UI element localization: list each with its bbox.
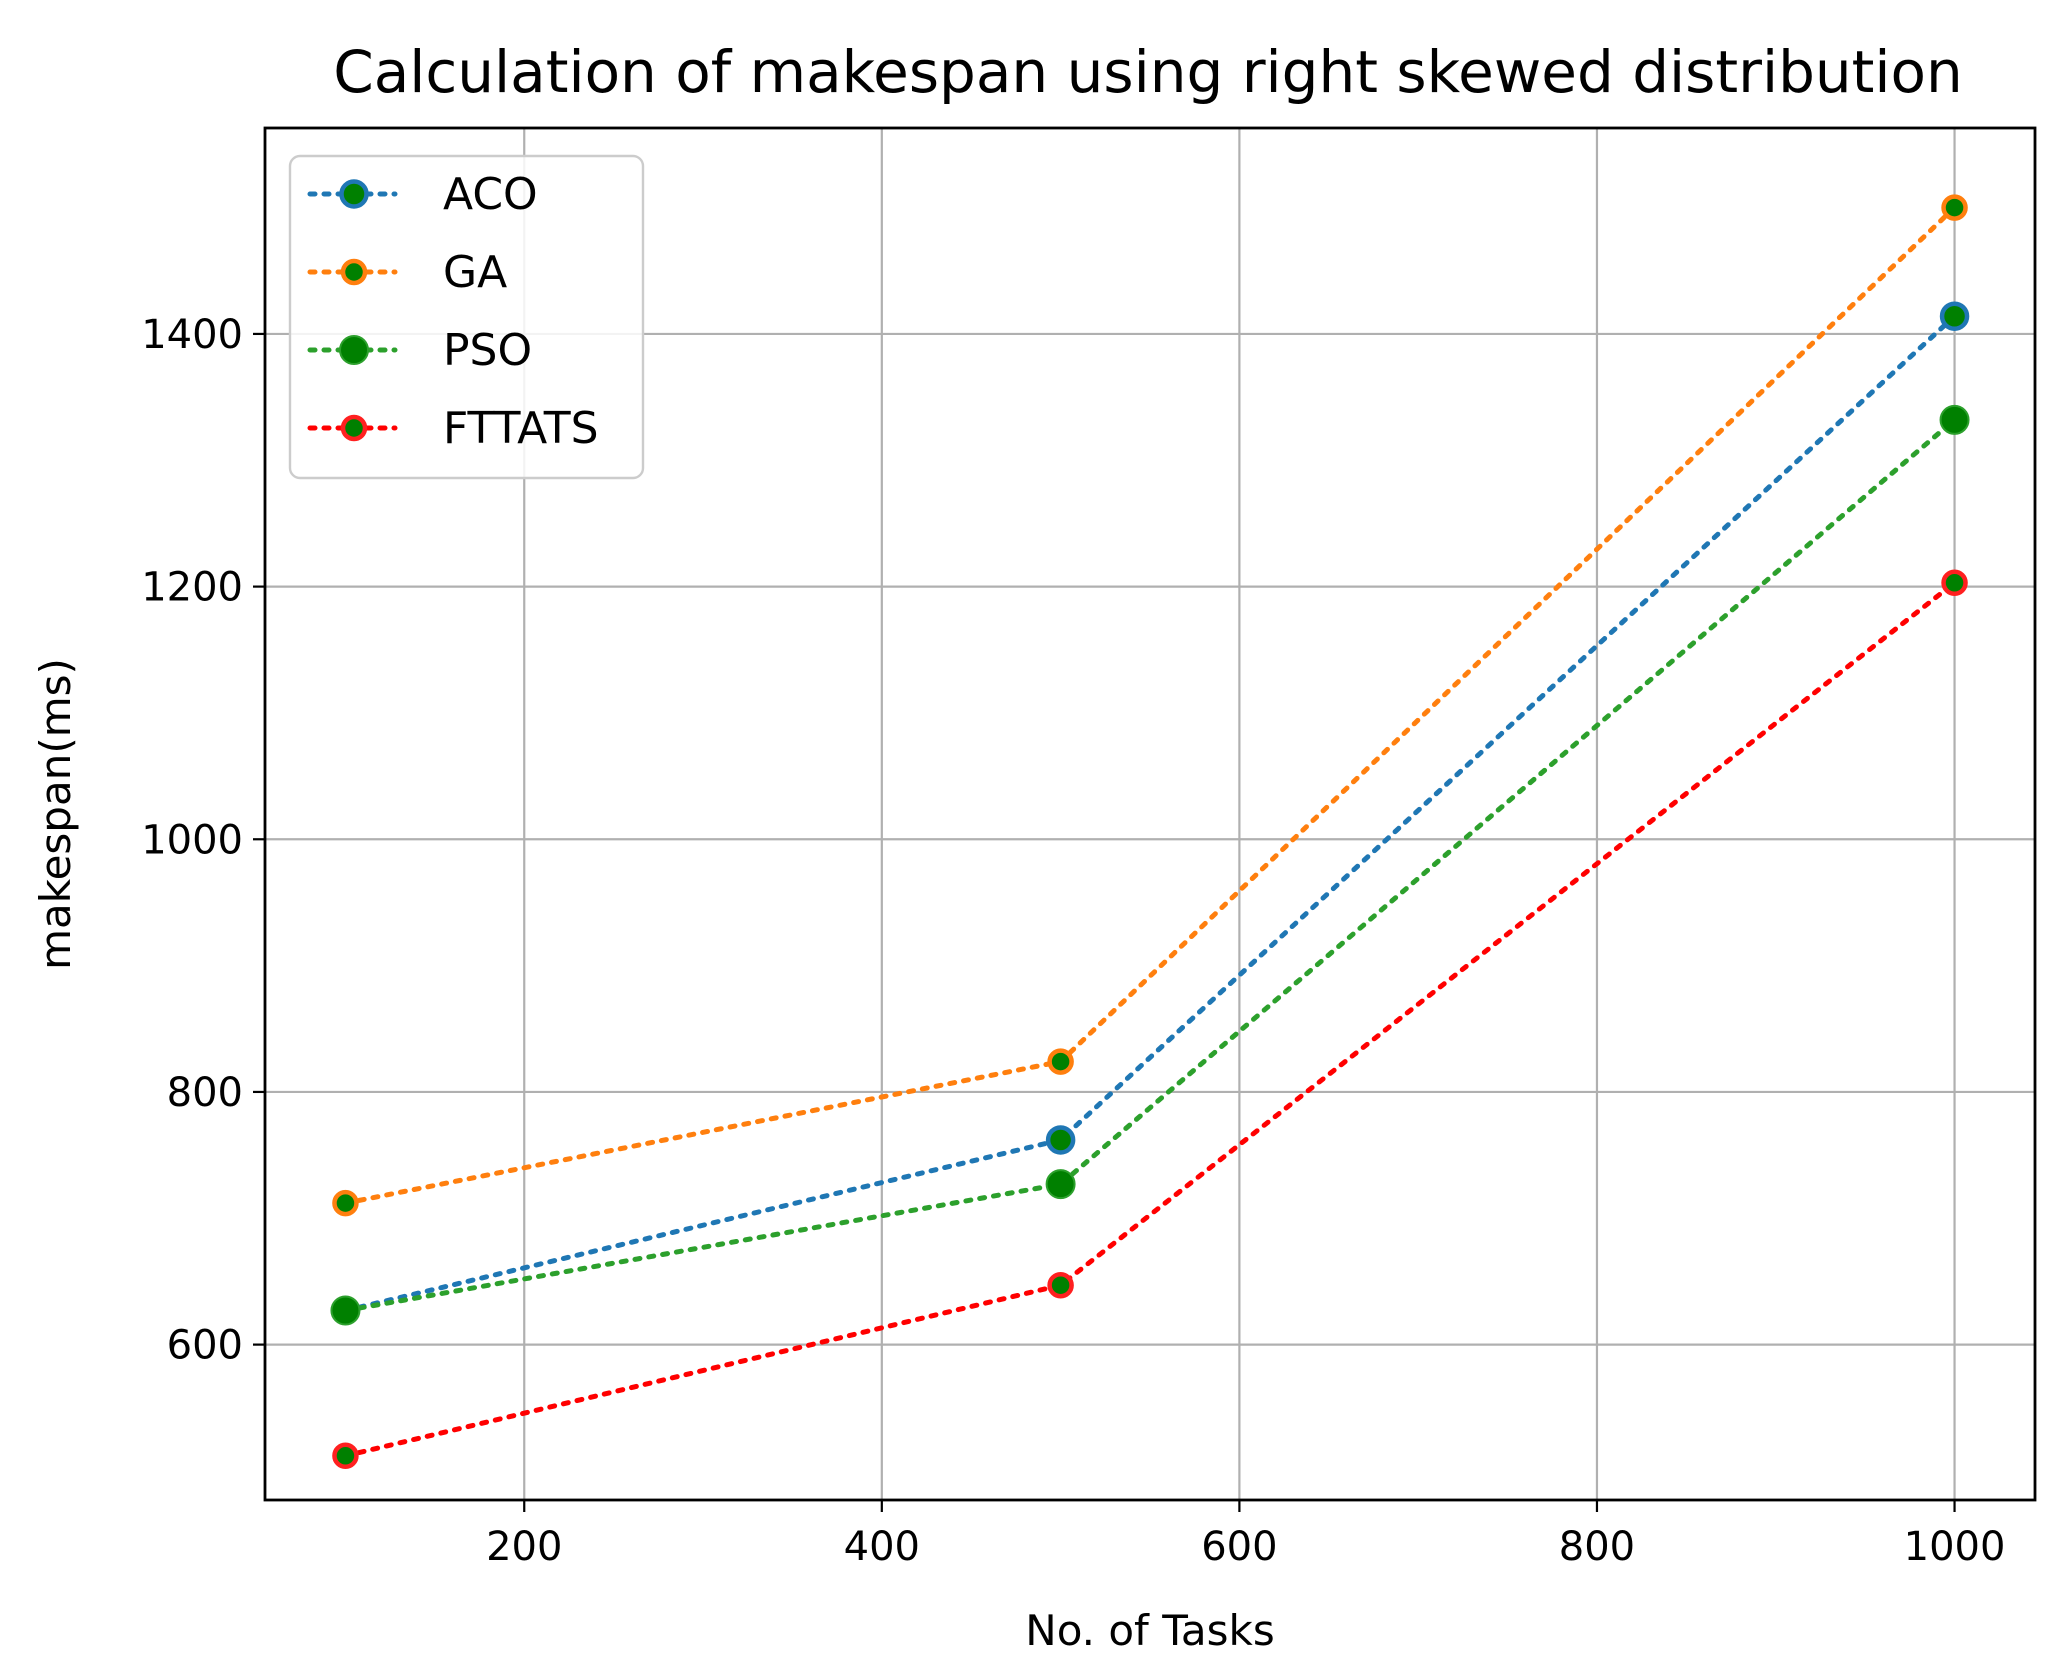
x-tick-label: 1000 <box>1904 1524 2006 1570</box>
data-point-fttats <box>332 1442 359 1470</box>
y-tick-label: 1400 <box>141 312 243 358</box>
series-line-pso <box>343 417 1957 1313</box>
data-point-fttats <box>1047 1271 1074 1299</box>
legend: ACO GA PSO FTTATS <box>288 154 645 480</box>
legend-marker-fttats <box>340 414 368 442</box>
y-axis-label: makespan(ms) <box>31 658 80 970</box>
legend-entry-aco: ACO <box>307 169 538 220</box>
legend-entry-ga: GA <box>307 247 507 298</box>
series-pso <box>330 404 1970 1326</box>
series-fttats <box>332 569 1968 1470</box>
data-point-ga <box>1047 1048 1074 1075</box>
series-ga <box>332 194 1968 1217</box>
legend-label-aco: ACO <box>443 169 538 220</box>
data-point-ga <box>1941 194 1968 221</box>
chart-title: Calculation of makespan using right skew… <box>333 38 1963 106</box>
y-tick-label: 600 <box>167 1323 243 1369</box>
y-tick-label: 1200 <box>141 565 243 611</box>
data-point-pso <box>330 1295 361 1326</box>
x-axis-label: No. of Tasks <box>1025 1606 1274 1655</box>
legend-entry-fttats: FTTATS <box>307 403 599 454</box>
x-tick-label: 800 <box>1559 1524 1635 1570</box>
grid-lines <box>265 128 2035 1500</box>
legend-marker-aco <box>339 179 369 209</box>
series-line-fttats <box>343 580 1957 1459</box>
series-layer <box>330 194 1970 1470</box>
legend-entry-pso: PSO <box>307 325 532 376</box>
y-tick-label: 800 <box>167 1070 243 1116</box>
x-tick-label: 200 <box>486 1524 562 1570</box>
legend-label-pso: PSO <box>443 325 532 376</box>
axis-ticks: 200 400 600 800 1000 600 800 1000 1200 1400 <box>141 312 2005 1570</box>
data-point-fttats <box>1941 569 1968 597</box>
x-tick-label: 400 <box>844 1524 920 1570</box>
data-point-ga <box>332 1189 359 1217</box>
x-tick-label: 600 <box>1201 1524 1277 1570</box>
legend-box <box>288 154 645 480</box>
data-point-pso <box>1939 404 1970 435</box>
legend-marker-pso <box>339 335 369 365</box>
data-point-pso <box>1045 1169 1076 1200</box>
legend-marker-ga <box>340 258 368 286</box>
legend-label-ga: GA <box>443 247 507 298</box>
data-point-aco <box>1045 1125 1076 1155</box>
data-point-aco <box>1939 301 1970 331</box>
legend-label-fttats: FTTATS <box>443 403 599 454</box>
y-tick-label: 1000 <box>141 817 243 863</box>
plot-frame <box>263 126 2037 1502</box>
legend-items: ACO GA PSO FTTATS <box>307 169 599 454</box>
